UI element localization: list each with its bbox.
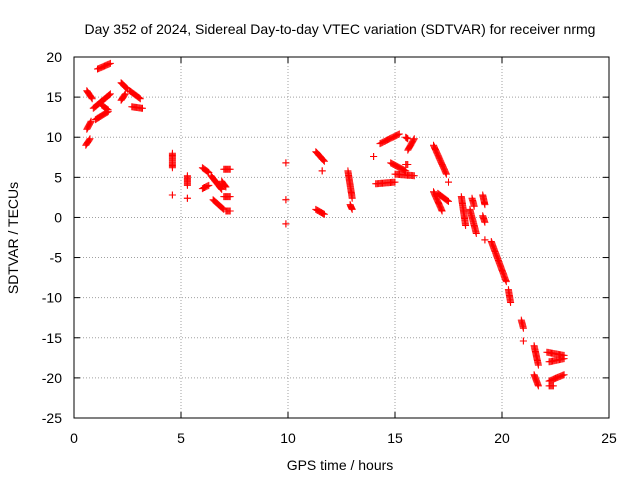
data-point (438, 207, 446, 215)
data-point (218, 204, 226, 212)
y-tick-label: 10 (46, 129, 62, 145)
data-point (318, 167, 326, 175)
data-points (82, 59, 568, 390)
data-point (204, 168, 212, 176)
x-tick-label: 10 (280, 430, 296, 446)
data-point (519, 337, 527, 345)
data-point (410, 172, 418, 180)
data-point (462, 222, 470, 229)
plot-frame (73, 56, 610, 419)
y-tick-label: -25 (42, 410, 62, 426)
data-point (370, 153, 378, 160)
data-point (445, 178, 452, 186)
data-point (472, 230, 480, 237)
data-point (444, 197, 452, 205)
y-tick-label: -5 (50, 250, 63, 266)
data-point (106, 91, 113, 99)
y-tick-label: 15 (46, 89, 62, 105)
data-point (226, 193, 234, 201)
y-tick-label: 0 (54, 209, 62, 225)
data-point (481, 236, 489, 244)
data-point (470, 202, 478, 210)
data-point (139, 104, 146, 112)
data-point (226, 207, 234, 215)
data-point (87, 117, 95, 125)
data-point (534, 361, 542, 369)
data-point (391, 178, 399, 186)
data-point (443, 196, 451, 204)
data-point (106, 59, 114, 67)
data-point (104, 106, 112, 114)
data-point (103, 105, 111, 113)
data-point (122, 84, 130, 91)
data-point (519, 324, 527, 332)
y-tick-label: -10 (42, 290, 62, 306)
x-tick-label: 25 (601, 430, 617, 446)
data-point (102, 105, 110, 113)
y-tick-label: -15 (42, 330, 62, 346)
data-point (442, 170, 450, 178)
data-point (217, 185, 225, 192)
data-point (348, 205, 356, 213)
y-tick-label: -20 (42, 370, 62, 386)
data-point (549, 382, 557, 390)
data-point (534, 382, 542, 390)
data-point (502, 278, 510, 286)
data-point (319, 156, 327, 163)
axis-ticks: 0 5 10 15 20 25 20 15 10 5 0 -5 -10 -15 -20 -25 (42, 49, 617, 446)
data-point (560, 355, 568, 363)
y-tick-label: 5 (54, 169, 62, 185)
data-point (226, 165, 234, 173)
data-point (320, 210, 328, 218)
data-point (320, 156, 328, 164)
data-point (121, 91, 129, 99)
data-point (348, 194, 356, 202)
data-point (507, 299, 515, 306)
data-point (135, 94, 143, 102)
chart-title: Day 352 of 2024, Sidereal Day-to-day VTE… (85, 21, 596, 37)
data-point (183, 194, 191, 202)
data-point (135, 93, 143, 101)
data-point (560, 371, 568, 379)
data-point (183, 181, 191, 189)
data-point (120, 92, 128, 100)
data-point (404, 161, 412, 168)
y-tick-label: 20 (46, 49, 62, 65)
data-point (86, 135, 94, 143)
grid-lines (74, 57, 609, 418)
data-point (282, 159, 290, 167)
x-tick-label: 0 (70, 430, 78, 446)
y-axis-label: SDTVAR / TECUs (5, 182, 21, 294)
data-point (221, 182, 229, 190)
data-point (121, 90, 129, 98)
data-point (404, 135, 412, 143)
data-point (87, 93, 95, 101)
x-tick-label: 15 (387, 430, 403, 446)
data-point (168, 191, 176, 199)
data-point (218, 185, 226, 193)
x-axis-label: GPS time / hours (287, 457, 394, 473)
data-point (410, 136, 418, 144)
data-point (395, 130, 403, 138)
data-point (88, 94, 96, 102)
x-tick-label: 5 (177, 430, 185, 446)
data-point (203, 167, 211, 175)
data-point (481, 218, 489, 226)
data-point (85, 136, 93, 144)
data-point (136, 95, 144, 103)
data-point (105, 91, 113, 99)
data-point (481, 201, 489, 209)
x-tick-label: 20 (494, 430, 510, 446)
data-point (320, 157, 328, 165)
data-point (410, 135, 418, 143)
data-point (88, 95, 96, 103)
data-point (168, 164, 176, 172)
data-point (106, 90, 114, 98)
data-point (445, 197, 452, 205)
data-point (205, 181, 213, 189)
data-point (282, 220, 290, 228)
data-point (282, 196, 290, 204)
data-point (222, 183, 230, 191)
